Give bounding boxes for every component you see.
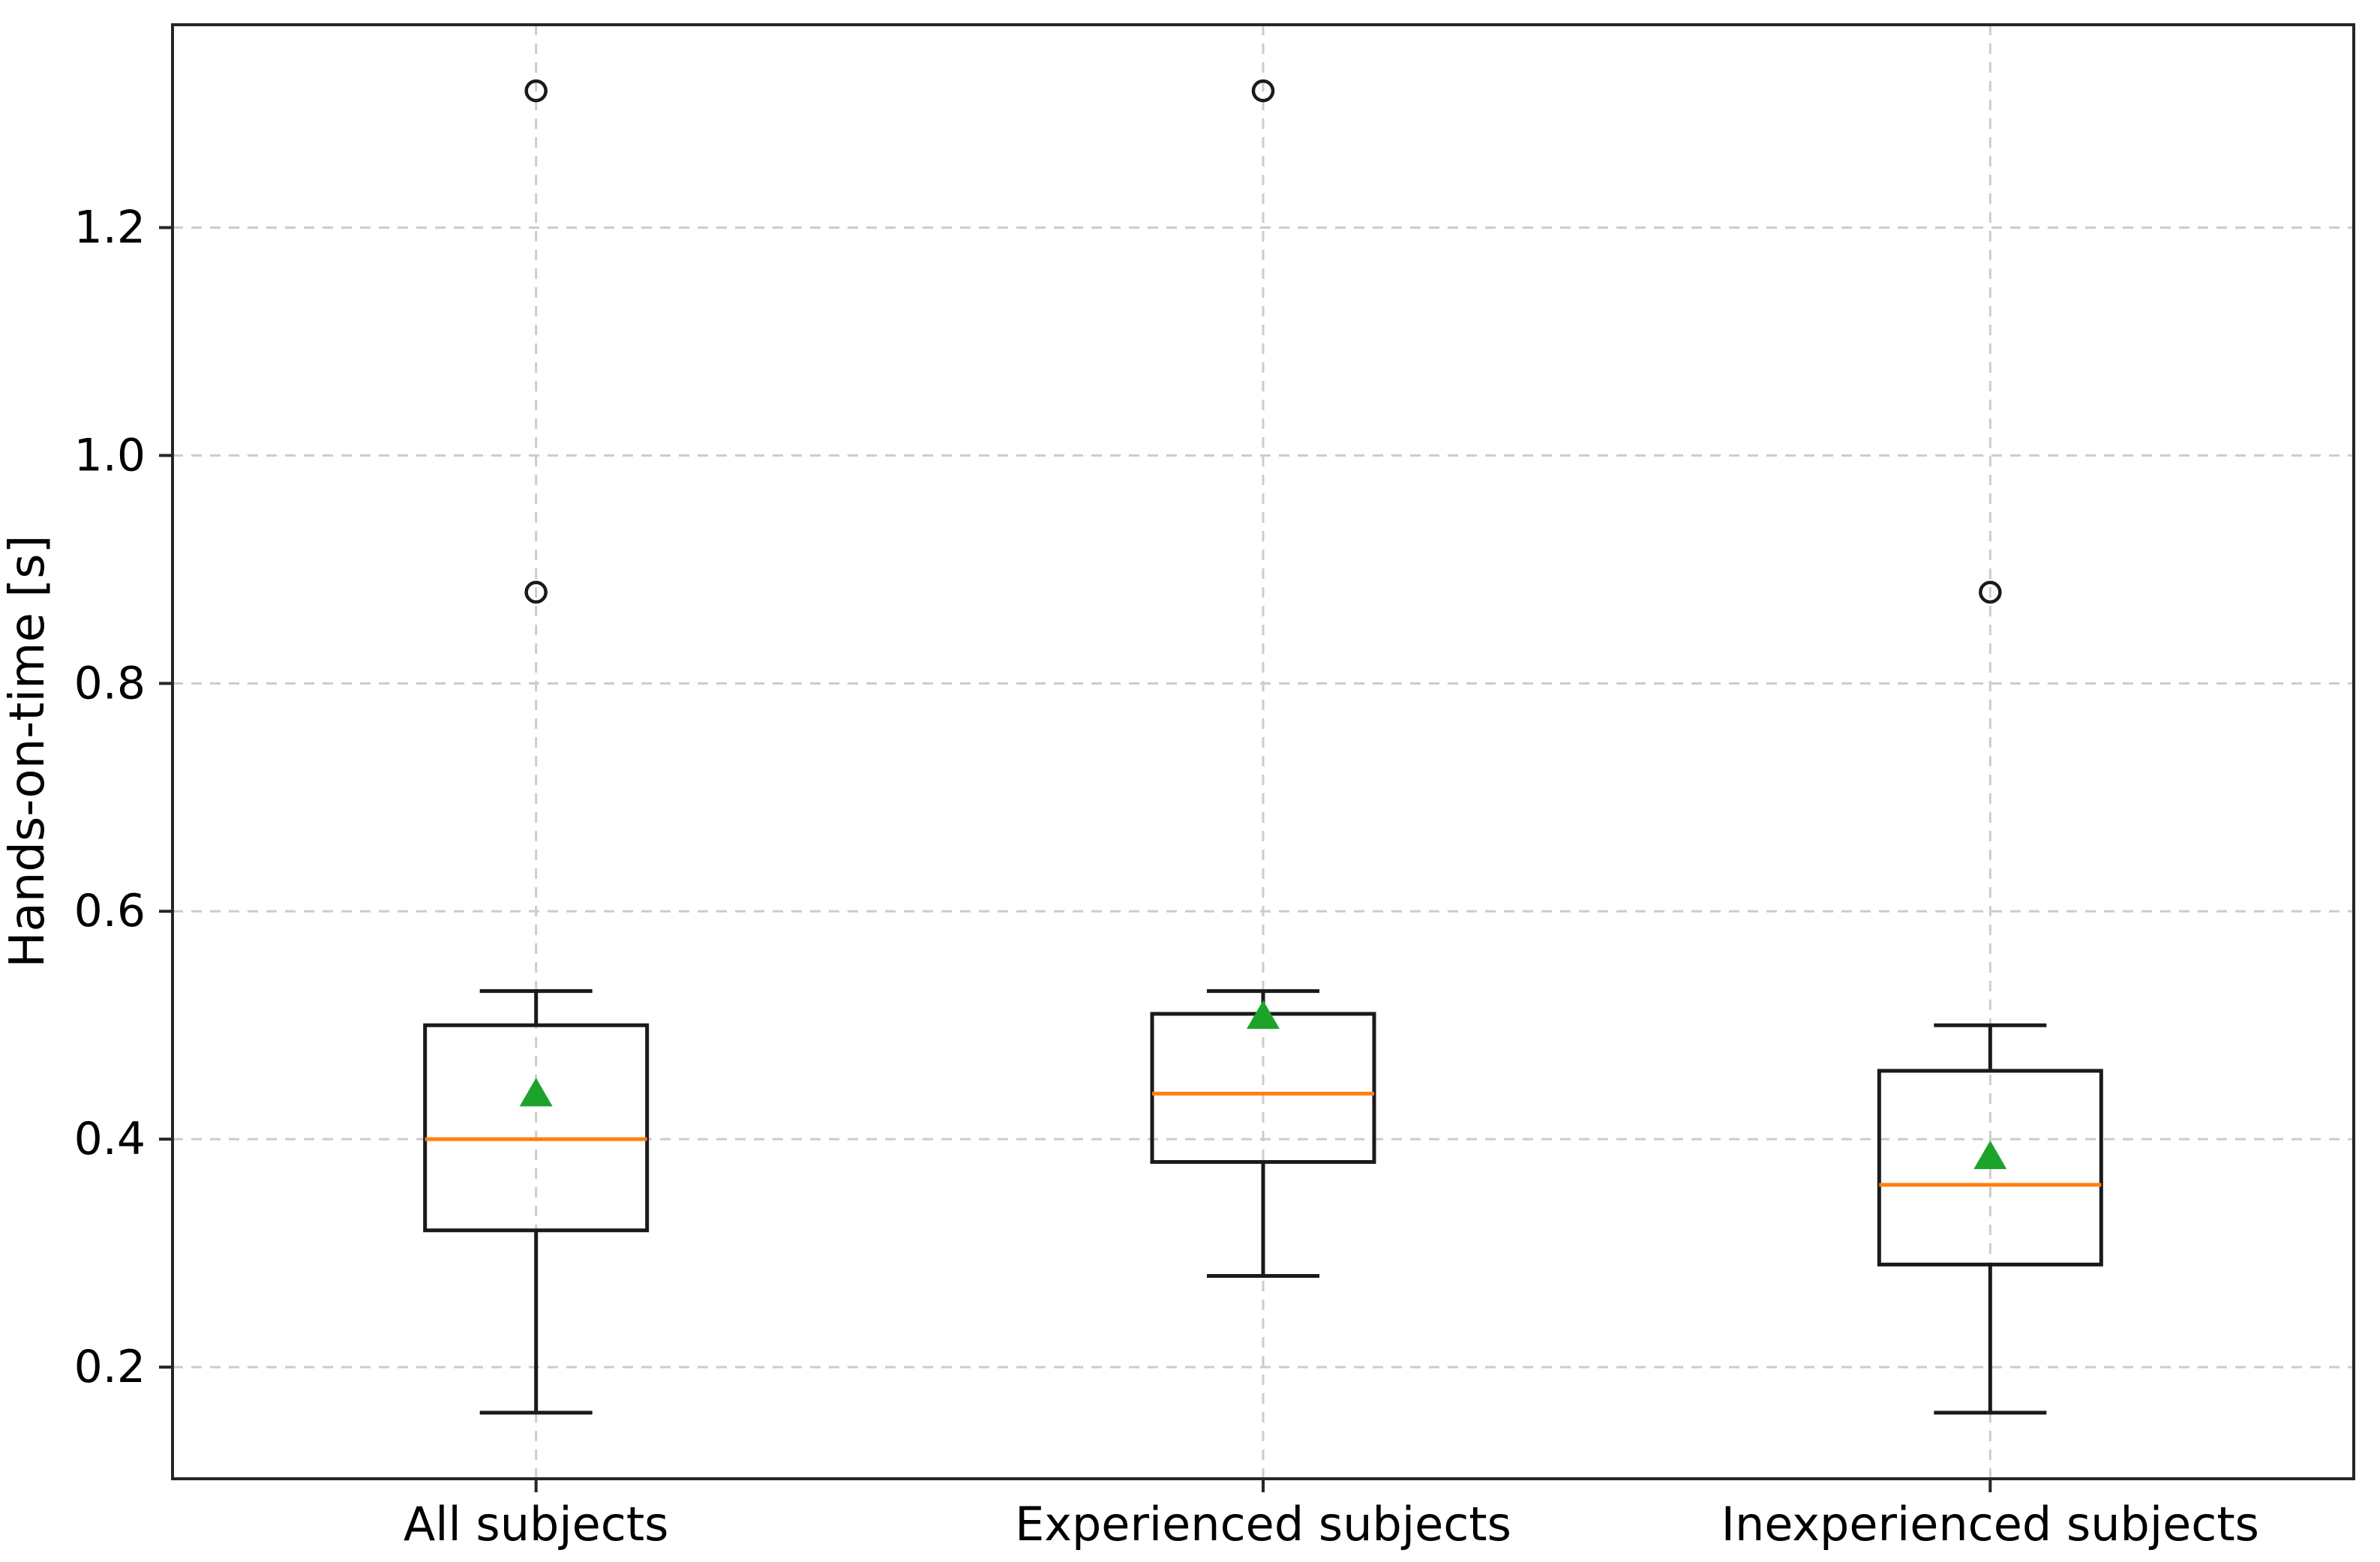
y-tick-label: 0.8 <box>74 657 146 709</box>
y-tick-label: 1.0 <box>74 429 146 481</box>
axes-layer: 0.2 0.4 0.6 0.8 1.0 1.2 All subjects Experience… <box>74 23 2355 1552</box>
mean-marker <box>1973 1140 2007 1169</box>
mean-marker <box>519 1078 553 1107</box>
box-group-3 <box>1877 580 2103 1415</box>
x-tick-label: All subjects <box>404 1497 669 1552</box>
box-group-2 <box>1150 79 1376 1279</box>
x-tick-label: Inexperienced subjects <box>1721 1497 2259 1552</box>
y-axis-label: Hands-on-time [s] <box>0 535 56 967</box>
iqr-box <box>1877 1069 2103 1267</box>
y-tick-label: 0.4 <box>74 1113 146 1165</box>
data-layer <box>423 79 2103 1415</box>
mean-marker <box>1247 1000 1280 1030</box>
x-tick-label: Experienced subjects <box>1015 1497 1511 1552</box>
iqr-box <box>423 1023 650 1233</box>
outlier-point <box>524 79 548 103</box>
y-tick-label: 0.6 <box>74 885 146 937</box>
y-tick-label: 0.2 <box>74 1341 146 1393</box>
outlier-point <box>1979 580 2002 604</box>
y-tick-label: 1.2 <box>74 201 146 253</box>
outlier-point <box>1251 79 1275 103</box>
outlier-point <box>524 580 548 604</box>
box-group-1 <box>423 79 650 1415</box>
